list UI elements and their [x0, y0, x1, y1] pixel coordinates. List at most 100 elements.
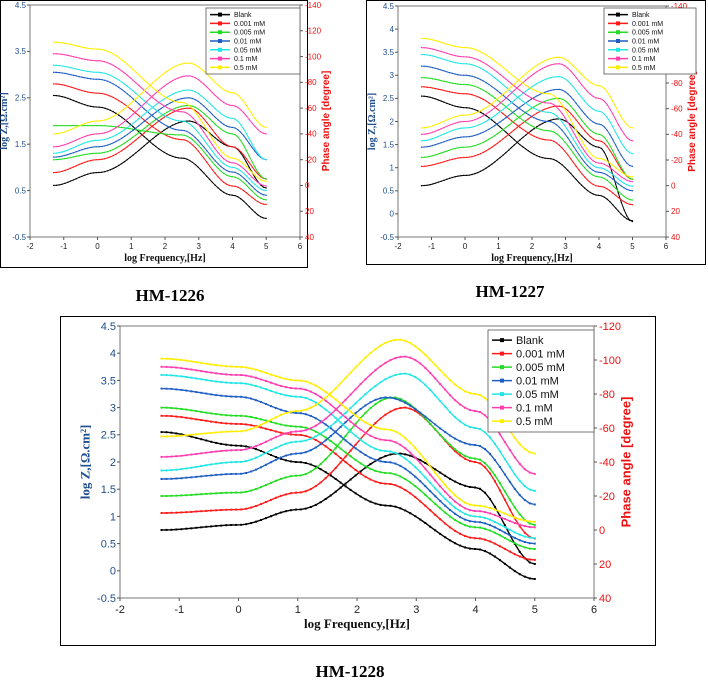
impedance-point: [72, 56, 75, 58]
phase-point: [205, 451, 208, 454]
phase-point: [460, 136, 462, 138]
phase-point: [220, 450, 223, 452]
phase-point: [200, 432, 203, 435]
impedance-point: [189, 123, 191, 125]
phase-point: [440, 128, 442, 130]
phase-point: [250, 428, 253, 430]
phase-point: [170, 494, 173, 497]
phase-point: [339, 416, 342, 419]
phase-point: [89, 140, 92, 142]
phase-point: [603, 126, 605, 128]
impedance-point: [505, 78, 507, 80]
impedance-point: [629, 176, 631, 178]
phase-point: [550, 89, 552, 91]
phase-point: [434, 423, 437, 426]
impedance-point: [513, 516, 516, 519]
phase-point: [294, 440, 297, 443]
phase-point: [334, 420, 337, 423]
phase-point: [274, 458, 277, 461]
phase-point: [220, 524, 223, 527]
impedance-point: [539, 91, 541, 93]
impedance-point: [420, 37, 423, 39]
phase-point: [234, 118, 236, 120]
impedance-point: [155, 89, 157, 91]
phase-point: [454, 437, 457, 440]
phase-point: [581, 97, 583, 99]
phase-point: [603, 113, 605, 115]
impedance-point: [522, 100, 524, 102]
phase-point: [369, 352, 372, 355]
phase-point: [299, 491, 302, 494]
impedance-point: [505, 86, 507, 88]
phase-point: [339, 382, 342, 385]
phase-point: [489, 472, 491, 475]
impedance-point: [533, 520, 536, 523]
phase-point: [426, 139, 428, 141]
phase-point: [522, 122, 524, 124]
phase-point: [474, 410, 476, 412]
impedance-point: [260, 202, 262, 204]
phase-point: [389, 396, 392, 399]
impedance-point: [449, 515, 452, 518]
impedance-point: [177, 157, 179, 159]
impedance-point: [479, 78, 482, 81]
impedance-point: [432, 78, 434, 80]
phase-point: [55, 159, 58, 161]
phase-point: [399, 355, 402, 358]
phase-point: [434, 144, 437, 146]
phase-point: [180, 63, 182, 65]
phase-point: [138, 125, 140, 127]
legend-marker: [616, 39, 620, 43]
impedance-point: [215, 421, 218, 424]
phase-point: [185, 434, 188, 437]
phase-point: [439, 471, 442, 474]
phase-point: [600, 124, 603, 126]
impedance-point: [170, 358, 173, 360]
legend-marker: [218, 21, 222, 26]
phase-point: [510, 86, 513, 88]
phase-point: [477, 118, 479, 120]
phase-point: [493, 442, 496, 445]
impedance-point: [598, 171, 600, 173]
phase-point: [339, 486, 342, 489]
phase-point: [527, 77, 529, 79]
phase-point: [518, 479, 521, 482]
impedance-point: [324, 390, 327, 393]
impedance-point: [166, 153, 168, 155]
phase-point: [138, 149, 140, 152]
impedance-point: [67, 43, 69, 45]
impedance-point: [629, 185, 631, 187]
impedance-point: [454, 45, 456, 47]
impedance-point: [581, 140, 583, 142]
phase-point: [459, 454, 462, 457]
impedance-point: [626, 202, 628, 204]
impedance-point: [58, 72, 60, 74]
impedance-point: [170, 407, 173, 409]
phase-point: [304, 408, 307, 411]
impedance-point: [314, 465, 317, 468]
impedance-point: [629, 199, 631, 201]
phase-point: [143, 127, 145, 129]
impedance-point: [248, 169, 250, 171]
phase-point: [469, 426, 471, 429]
phase-point: [58, 156, 60, 158]
impedance-point: [449, 44, 451, 46]
phase-point: [209, 132, 211, 134]
impedance-point: [349, 455, 352, 458]
impedance-point: [443, 58, 445, 60]
phase-point: [329, 425, 332, 428]
phase-point: [197, 108, 199, 110]
impedance-point: [474, 58, 476, 60]
phase-point: [251, 161, 253, 163]
phase-point: [482, 141, 484, 143]
phase-point: [536, 104, 538, 106]
impedance-point: [451, 72, 453, 74]
phase-point: [477, 133, 479, 136]
impedance-point: [200, 391, 203, 394]
phase-point: [564, 58, 566, 60]
phase-point: [257, 180, 259, 183]
impedance-point: [190, 368, 193, 371]
phase-point: [309, 488, 312, 491]
phase-point: [626, 162, 628, 164]
y2-tick-label: -100: [305, 52, 322, 61]
